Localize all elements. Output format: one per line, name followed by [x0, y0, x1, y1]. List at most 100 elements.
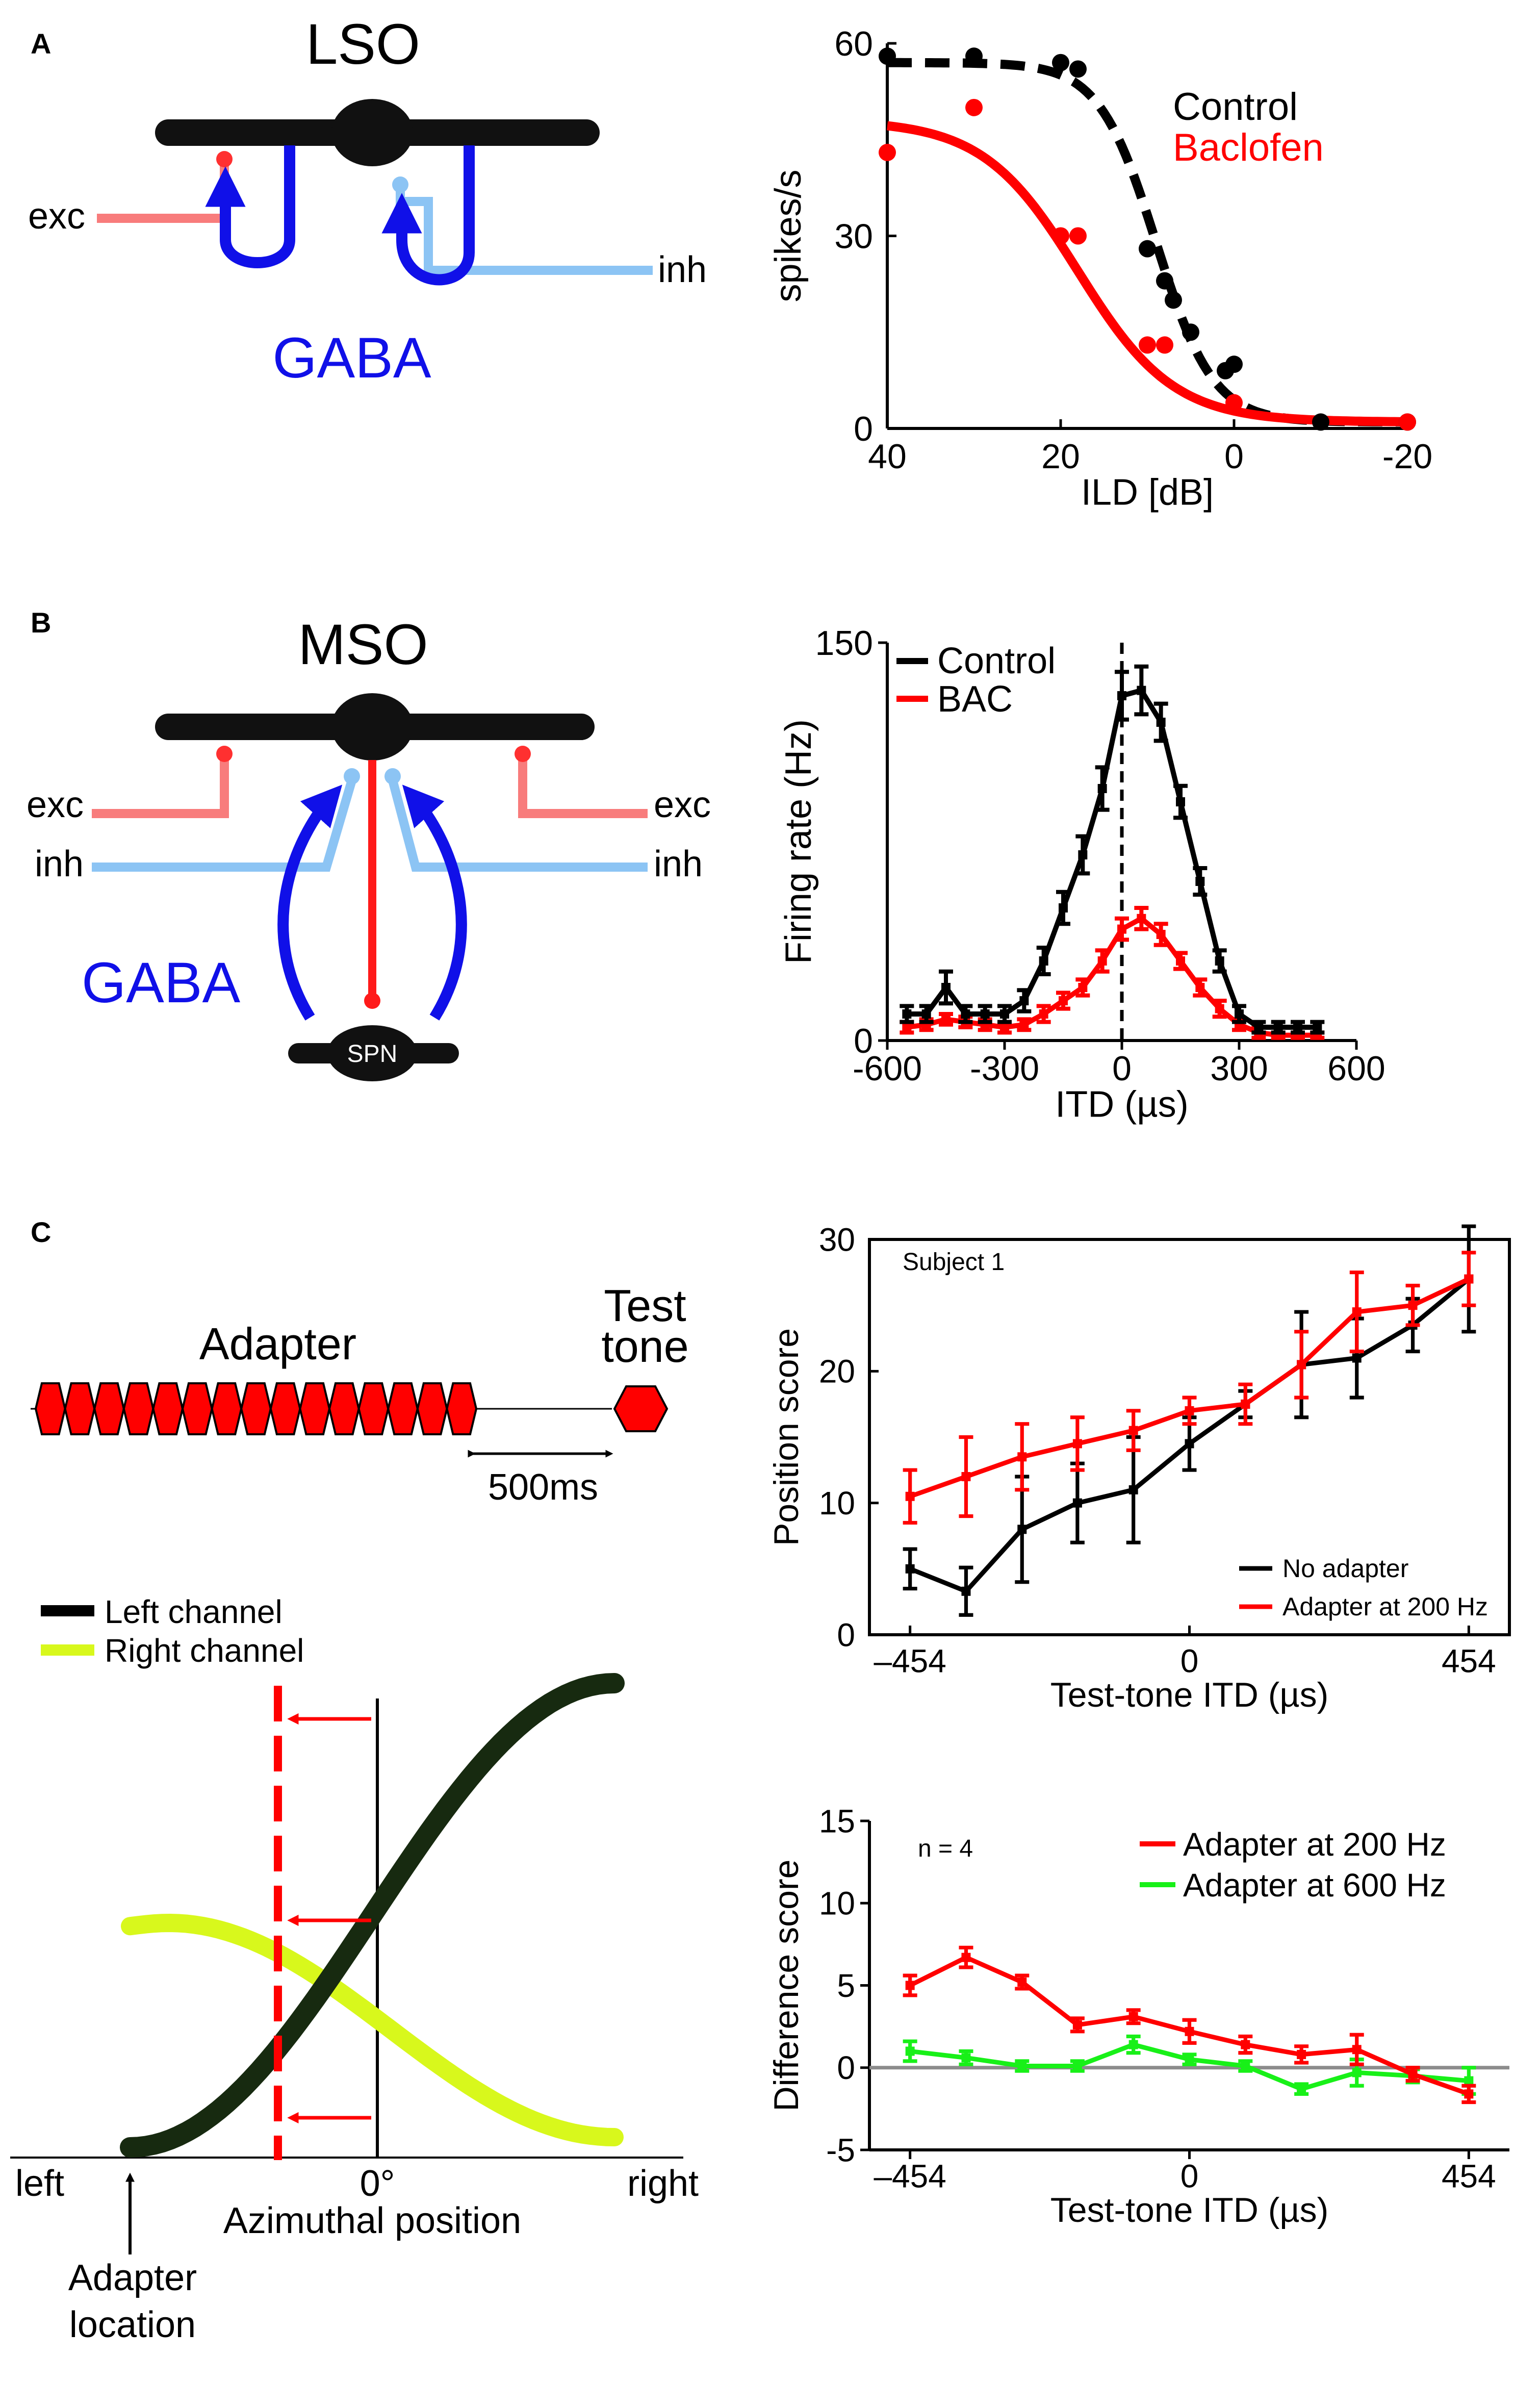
adapter-200-point	[1128, 1426, 1138, 1435]
adapter-200-point	[1297, 1360, 1306, 1370]
adapter-200-point	[1017, 1978, 1027, 1987]
control-point	[1182, 323, 1199, 341]
mso-inh-right-synapse	[384, 768, 401, 784]
bac-point	[1117, 924, 1126, 934]
control-point	[1293, 1023, 1302, 1032]
adapter-200-point	[961, 1472, 971, 1481]
panel-label-a: A	[31, 28, 51, 60]
y-tick-label: 20	[819, 1353, 855, 1390]
control-point	[1156, 272, 1173, 290]
lso-gaba-arrow-left	[205, 145, 295, 268]
mso-inh-left-synapse	[344, 768, 360, 784]
panel-c-channels: Left channel Right channel left 0° right…	[10, 1593, 699, 2345]
x-tick-label: -600	[853, 1049, 922, 1088]
control-point	[961, 1009, 970, 1019]
adapter-200-point	[1464, 2089, 1474, 2099]
adapter-600-point	[905, 2046, 915, 2056]
adapter-location-2: location	[69, 2304, 196, 2345]
adapter-200-point	[1241, 2040, 1250, 2049]
adapter-pulse	[34, 1382, 66, 1435]
legend-adapter-200: Adapter at 200 Hz	[1282, 1592, 1488, 1621]
x-tick-label: -20	[1382, 437, 1432, 476]
adapter-pulse	[387, 1382, 419, 1435]
mso-gaba-arrow-left	[277, 784, 343, 1021]
lso-inh-synapse	[392, 176, 408, 193]
y-tick-label: 15	[819, 1803, 855, 1839]
x-tick-label: 300	[1210, 1049, 1268, 1088]
x-tick-label: 20	[1041, 437, 1080, 476]
legend-adapter-200: Adapter at 200 Hz	[1183, 1826, 1446, 1863]
mso-exc-left-label: exc	[27, 784, 84, 825]
bac-point	[1078, 983, 1088, 992]
adapter-200-point	[1128, 2012, 1138, 2021]
adapter-pulse	[181, 1382, 213, 1435]
adapter-200-point	[1408, 1301, 1418, 1310]
adapter-600-point	[1017, 2061, 1027, 2071]
adapter-600-point	[1241, 2061, 1250, 2071]
bac-point	[1000, 1023, 1009, 1032]
lso-gaba-label: GABA	[272, 326, 431, 390]
control-point	[1313, 1023, 1322, 1032]
gap-label: 500ms	[488, 1467, 598, 1508]
mso-exc-right-axon	[518, 757, 648, 818]
y-tick-label: 150	[815, 624, 873, 663]
x-tick-label: 0	[1112, 1049, 1132, 1088]
legend-right-channel: Right channel	[105, 1632, 304, 1669]
adapter-title: Adapter	[199, 1319, 356, 1369]
mso-soma	[331, 693, 413, 760]
legend-baclofen: Baclofen	[1173, 126, 1324, 169]
x-left-label: left	[15, 2163, 64, 2204]
lso-inh-label: inh	[658, 249, 707, 290]
chart-b-itd: 0 150 -600 -300 0 300 600 ITD (µs) Firing rate (…	[778, 624, 1385, 1125]
control-point	[1165, 291, 1182, 309]
control-point	[941, 983, 951, 992]
adapter-200-point	[1185, 1406, 1194, 1415]
spn-label: SPN	[347, 1041, 398, 1068]
bac-point	[1215, 1004, 1224, 1013]
lso-exc-label: exc	[28, 196, 85, 237]
control-point	[1069, 60, 1087, 78]
baclofen-point	[1225, 394, 1243, 412]
adapter-pulse	[328, 1382, 360, 1435]
control-point	[1254, 1023, 1264, 1032]
y-tick-label: 10	[819, 1485, 855, 1522]
adapter-600-point	[961, 2053, 971, 2063]
y-axis-label: Difference score	[767, 1860, 806, 2112]
test-tone-title-1: Test	[604, 1280, 686, 1331]
legend-control: Control	[937, 641, 1056, 681]
mso-inh-right-label: inh	[654, 844, 703, 884]
control-point	[1225, 356, 1243, 373]
adapter-200-point	[1017, 1452, 1027, 1462]
y-tick-label: 10	[819, 1885, 855, 1922]
adapter-600-point	[1464, 2076, 1474, 2086]
control-point	[1235, 1009, 1244, 1019]
panel-b-schematic: B MSO SPN exc exc inh inh GABA	[27, 606, 711, 1081]
no-adapter-point	[1128, 1485, 1138, 1494]
no-adapter-point	[1185, 1439, 1194, 1449]
subject-annotation: Subject 1	[903, 1249, 1005, 1276]
y-axis-label: Position score	[767, 1328, 806, 1546]
lso-inh-axon	[396, 188, 653, 275]
mso-exc-left-synapse	[216, 746, 233, 762]
no-adapter-point	[961, 1586, 971, 1596]
control-point	[1097, 784, 1107, 793]
adapter-200-point	[1185, 2026, 1194, 2036]
chart-c-difference-score: -5 0 5 10 15 –454 0 454 Test-tone ITD (µs) Differ…	[767, 1803, 1509, 2229]
control-point	[1195, 877, 1205, 886]
mso-exc-left-axon	[92, 757, 229, 818]
panel-c-stimulus: C Adapter Test tone 500ms	[31, 1216, 689, 1508]
no-adapter-point	[1072, 1498, 1082, 1508]
x-tick-label: 454	[1442, 1643, 1496, 1680]
x-tick-label: –454	[874, 2158, 946, 2195]
control-point	[980, 1009, 990, 1019]
x-axis-label: Test-tone ITD (µs)	[1050, 1676, 1329, 1714]
panel-label-c: C	[31, 1216, 51, 1248]
control-point	[879, 47, 896, 65]
bac-line	[906, 916, 1318, 1038]
control-point	[1117, 691, 1126, 700]
chart-a-ild: 0 30 60 40 20 0 -20 ILD [dB] spikes/s ControlBacl…	[768, 24, 1432, 513]
panel-a-schematic: A LSO exc inh GABA	[28, 12, 707, 390]
legend-left-channel: Left channel	[105, 1593, 283, 1630]
control-point	[1215, 956, 1224, 966]
x-center-label: 0°	[360, 2163, 395, 2204]
